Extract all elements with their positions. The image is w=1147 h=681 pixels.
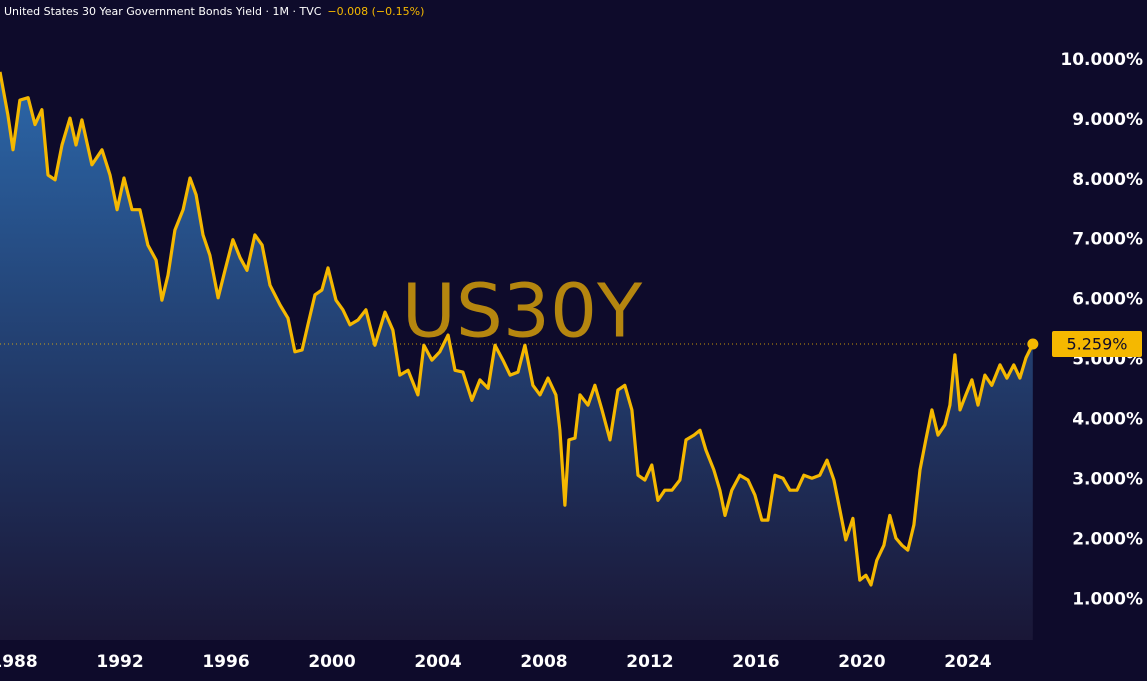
y-tick-label: 1.000%	[1072, 589, 1143, 609]
x-tick-label: 2020	[838, 652, 885, 672]
area-fill	[0, 71, 1033, 640]
last-point	[1027, 338, 1039, 350]
y-tick-label: 4.000%	[1072, 409, 1143, 429]
x-tick-label: 2000	[308, 652, 355, 672]
watermark: US30Y	[402, 269, 643, 355]
x-tick-label: 2024	[944, 652, 991, 672]
price-label-box	[1052, 331, 1142, 358]
y-tick-label: 8.000%	[1072, 170, 1143, 190]
y-tick-label: 7.000%	[1072, 230, 1143, 250]
x-tick-label: 2004	[414, 652, 461, 672]
change: −0.008 (−0.15%)	[327, 5, 424, 18]
x-tick-label: 1988	[0, 652, 38, 672]
chart-title: United States 30 Year Government Bonds Y…	[4, 5, 322, 18]
x-tick-label: 2012	[626, 652, 673, 672]
price-label: 5.259%	[1066, 335, 1127, 354]
x-tick-label: 2008	[520, 652, 567, 672]
y-tick-label: 3.000%	[1072, 469, 1143, 489]
y-tick-label: 6.000%	[1072, 290, 1143, 310]
x-tick-label: 2016	[732, 652, 779, 672]
y-tick-label: 10.000%	[1060, 50, 1143, 70]
x-tick-label: 1992	[96, 652, 143, 672]
y-tick-label: 2.000%	[1072, 529, 1143, 549]
x-tick-label: 1996	[202, 652, 249, 672]
line	[0, 71, 1035, 587]
y-tick-label: 9.000%	[1072, 110, 1143, 130]
